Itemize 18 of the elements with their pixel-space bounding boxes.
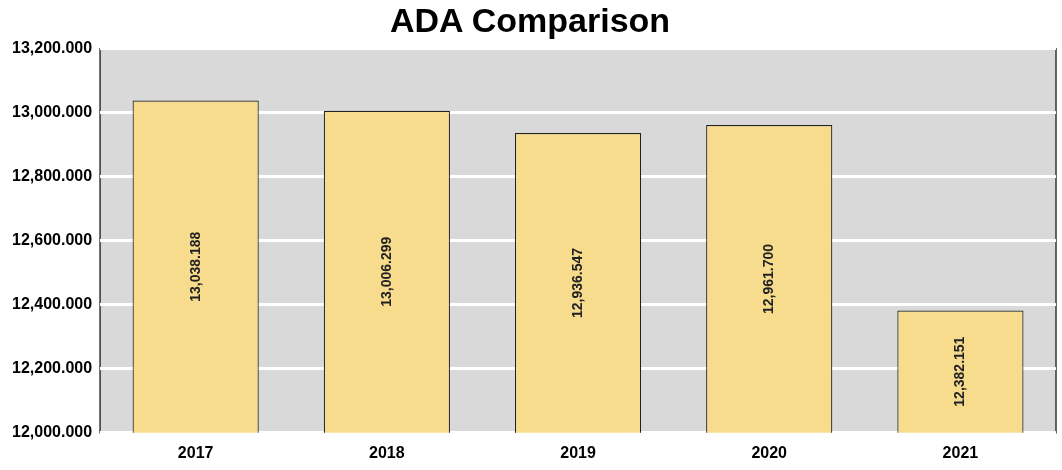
data-label: 12,936.547 — [568, 247, 585, 318]
y-tick-label: 12,600.000 — [12, 231, 93, 249]
data-label: 13,006.299 — [377, 236, 394, 307]
x-tick-label: 2020 — [751, 443, 788, 461]
data-label: 12,382.151 — [951, 336, 968, 407]
data-label: 12,961.700 — [760, 243, 777, 314]
y-tick-label: 12,200.000 — [12, 359, 93, 377]
y-tick-label: 12,400.000 — [12, 295, 93, 313]
x-tick-label: 2019 — [560, 443, 596, 461]
chart-title: ADA Comparison — [389, 0, 671, 39]
x-tick-label: 2018 — [369, 443, 405, 461]
x-tick-label: 2021 — [942, 443, 979, 461]
data-label: 13,038.188 — [186, 231, 203, 302]
y-tick-label: 12,800.000 — [12, 167, 93, 185]
y-tick-label: 13,000.000 — [12, 103, 93, 121]
x-tick-label: 2017 — [177, 443, 214, 461]
y-tick-label: 12,000.000 — [12, 423, 93, 441]
y-tick-label: 13,200.000 — [12, 39, 93, 57]
